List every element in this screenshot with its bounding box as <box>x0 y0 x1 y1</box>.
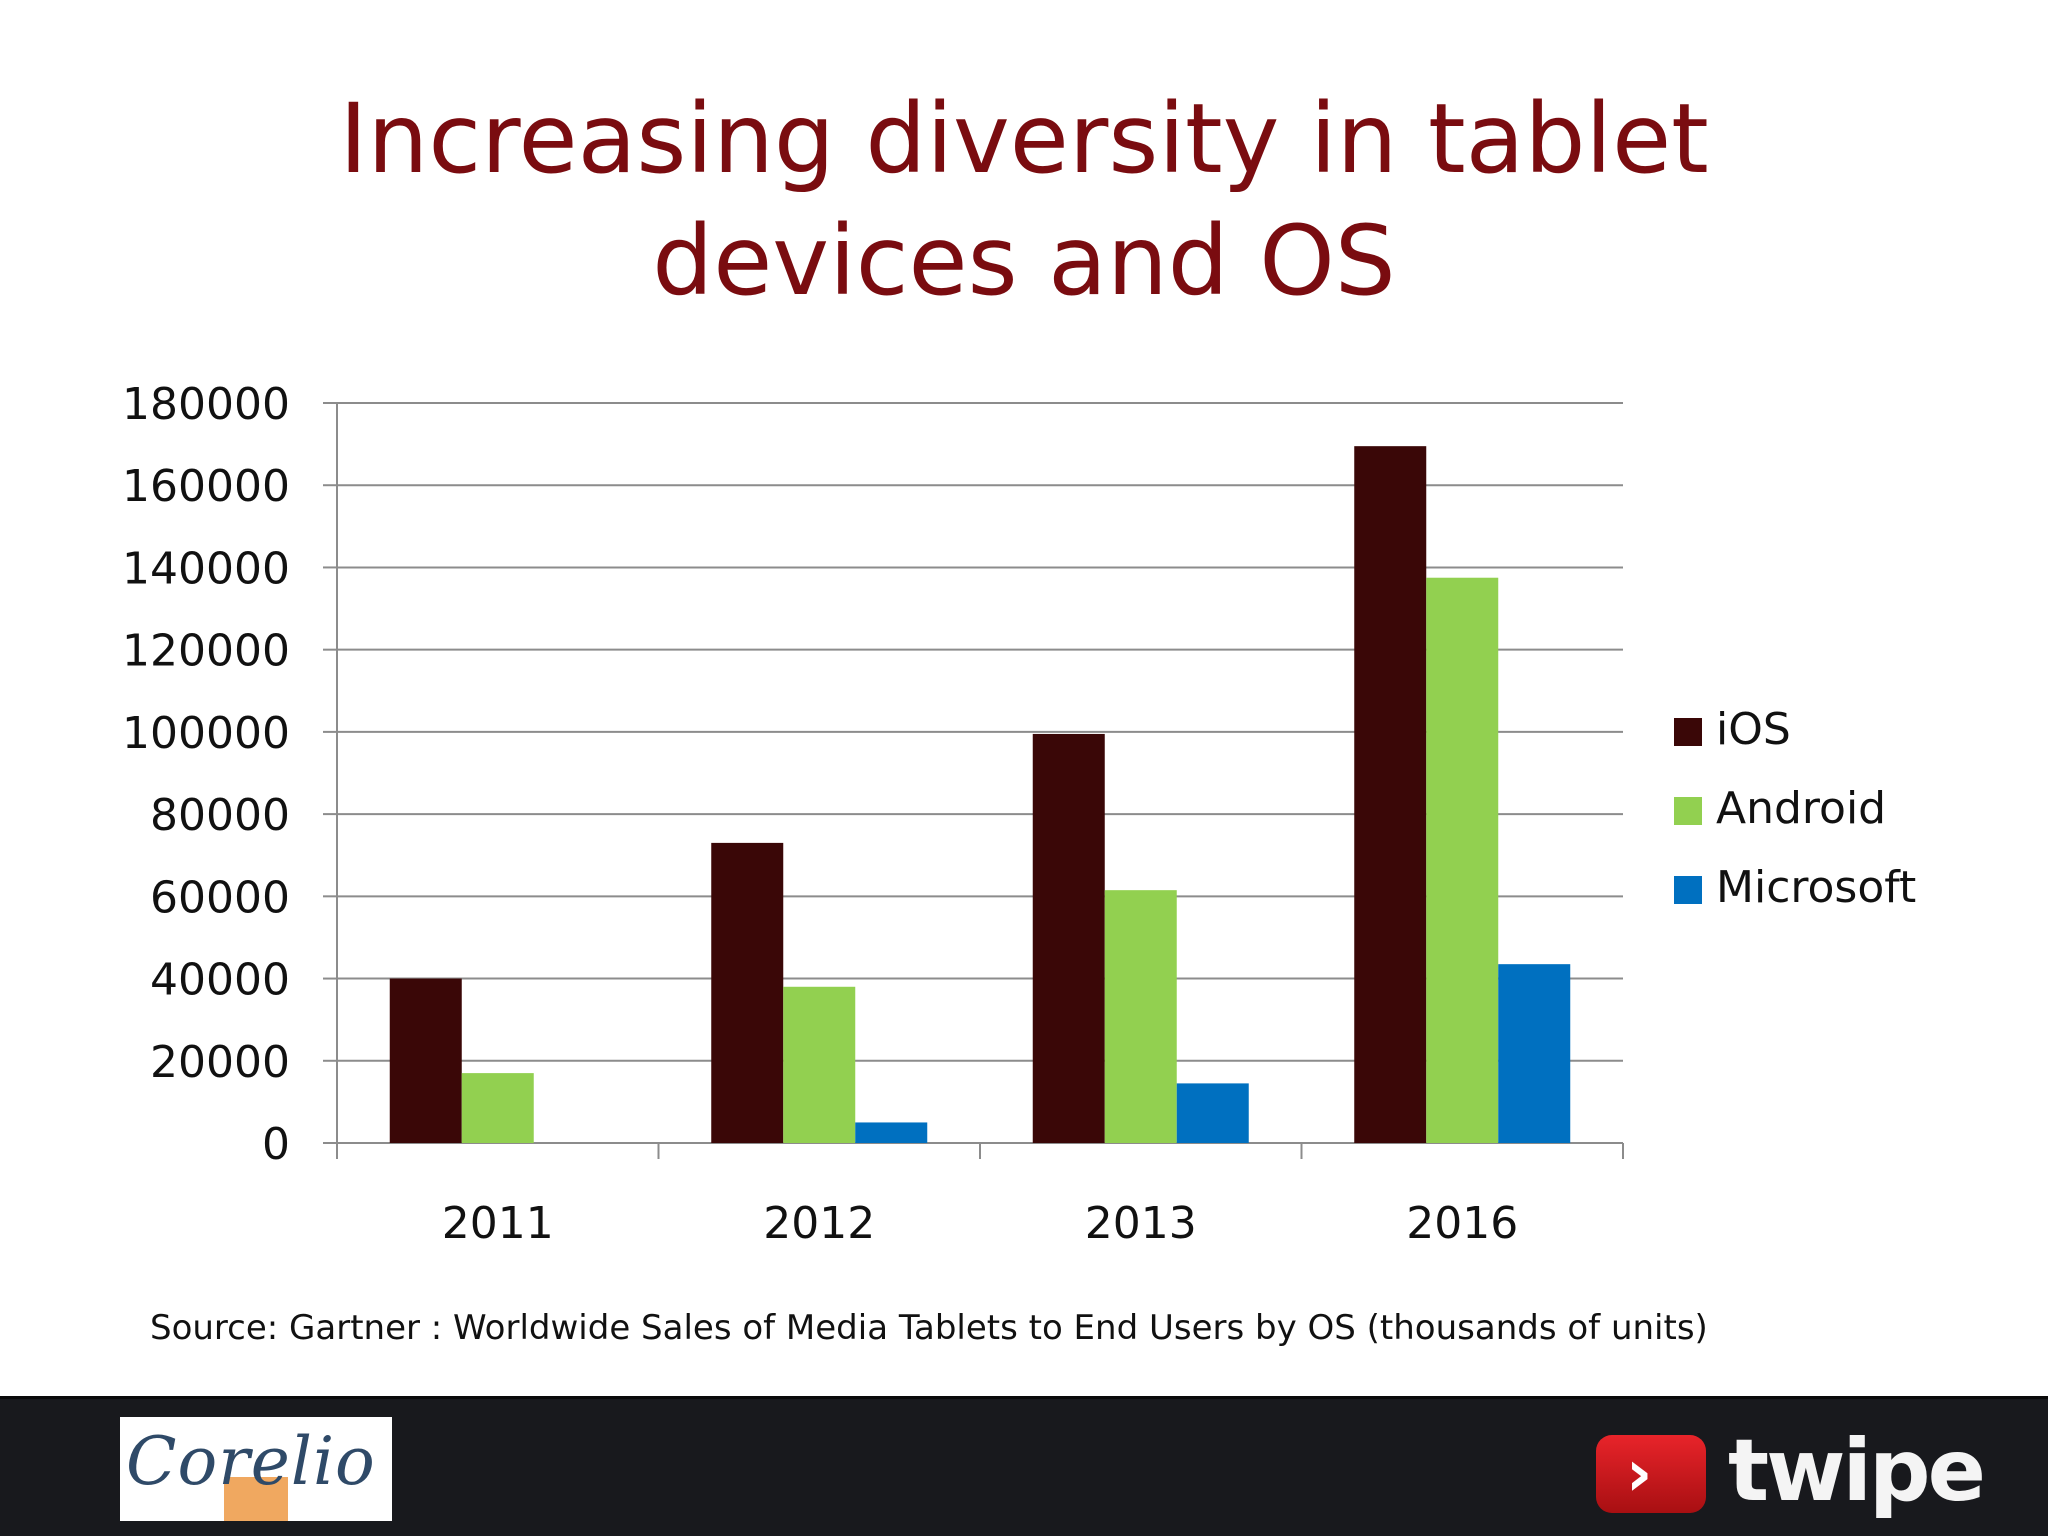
y-tick-label: 140000 <box>122 543 290 594</box>
legend-label-microsoft: Microsoft <box>1716 862 1916 913</box>
twipe-logo-text: twipe <box>1728 1421 1986 1521</box>
twipe-logo: › twipe <box>1596 1421 1986 1521</box>
play-icon: › <box>1596 1435 1706 1513</box>
bar-android-2012 <box>783 986 856 1143</box>
legend-label-ios: iOS <box>1716 704 1791 755</box>
corelio-logo-text: Corelio <box>126 1423 376 1500</box>
logo-accent-shape <box>224 1477 288 1521</box>
y-tick-label: 0 <box>262 1119 290 1170</box>
y-tick-label: 40000 <box>150 955 290 1006</box>
bar-android-2013 <box>1104 890 1177 1143</box>
legend-label-android: Android <box>1716 783 1886 834</box>
footer-bar: Corelio › twipe <box>0 1396 2048 1536</box>
source-note: Source: Gartner : Worldwide Sales of Med… <box>150 1308 1708 1348</box>
bar-ios-2016 <box>1354 446 1427 1144</box>
legend-swatch-microsoft <box>1674 876 1702 904</box>
y-tick-label: 100000 <box>122 708 290 759</box>
legend-swatch-ios <box>1674 718 1702 746</box>
bar-ios-2012 <box>711 842 784 1143</box>
corelio-logo: Corelio <box>120 1417 392 1521</box>
bar-android-2016 <box>1426 577 1499 1143</box>
legend-swatch-android <box>1674 797 1702 825</box>
slide-title: Increasing diversity in tablet devices a… <box>224 78 1824 322</box>
chart-container: 0 20000 40000 60000 80000 100000 120000 140000 1… <box>0 360 2048 1260</box>
y-tick-label: 120000 <box>122 626 290 677</box>
y-tick-label: 60000 <box>150 872 290 923</box>
chevron-right-icon: › <box>1626 1437 1653 1511</box>
title-line-1: Increasing diversity in tablet <box>339 83 1709 195</box>
y-tick-label: 160000 <box>122 461 290 512</box>
bar-ios-2013 <box>1032 733 1105 1143</box>
bar-microsoft-2012 <box>855 1122 928 1143</box>
x-tick-label: 2012 <box>763 1198 875 1249</box>
bar-microsoft-2016 <box>1498 964 1571 1143</box>
x-tick-label: 2016 <box>1406 1198 1518 1249</box>
title-line-2: devices and OS <box>652 205 1396 317</box>
x-tick-label: 2011 <box>442 1198 554 1249</box>
bar-android-2011 <box>461 1073 534 1143</box>
bar-chart: 0 20000 40000 60000 80000 100000 120000 140000 1… <box>122 379 1916 1249</box>
y-tick-label: 20000 <box>150 1037 290 1088</box>
x-tick-label: 2013 <box>1085 1198 1197 1249</box>
y-tick-label: 180000 <box>122 379 290 430</box>
y-tick-label: 80000 <box>150 790 290 841</box>
bar-microsoft-2013 <box>1176 1083 1249 1143</box>
bar-ios-2011 <box>389 978 462 1143</box>
